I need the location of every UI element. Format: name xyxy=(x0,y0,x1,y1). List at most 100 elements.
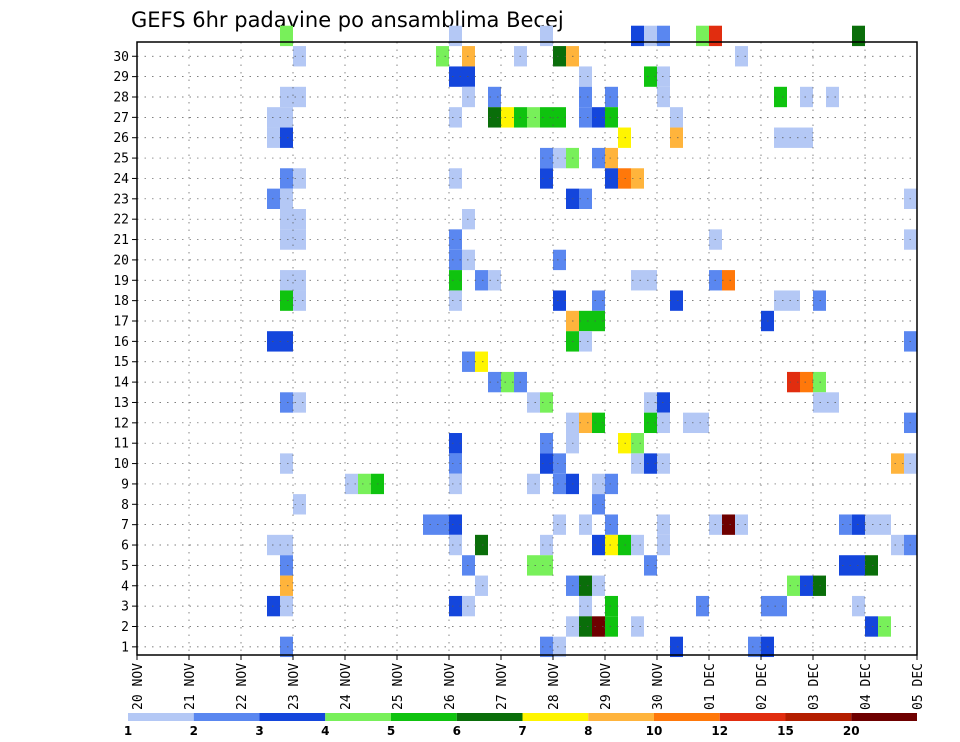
heatmap-cell xyxy=(475,351,488,372)
colorbar-segment xyxy=(456,713,523,721)
heatmap-cell xyxy=(670,107,683,128)
y-axis-ticks: 1234567891011121314151617181920212223242… xyxy=(113,50,137,655)
heatmap-cell xyxy=(540,534,553,556)
heatmap-cell xyxy=(449,25,462,47)
y-tick-label: 9 xyxy=(121,477,129,492)
heatmap-cell xyxy=(488,107,501,128)
heatmap-cell xyxy=(683,412,696,434)
heatmap-cell xyxy=(839,555,852,576)
heatmap-cell xyxy=(592,616,605,637)
heatmap-cell xyxy=(280,453,293,474)
y-tick-label: 17 xyxy=(113,315,129,330)
heatmap-cell xyxy=(605,514,618,535)
heatmap-cell xyxy=(553,453,566,474)
heatmap-cell xyxy=(280,534,293,556)
x-tick-label: 28 NOV xyxy=(547,663,562,710)
y-tick-label: 22 xyxy=(113,213,129,228)
heatmap-cell xyxy=(592,473,605,495)
heatmap-cell xyxy=(657,25,670,47)
heatmap-cell xyxy=(696,25,709,47)
heatmap-cell xyxy=(449,107,462,128)
y-tick-label: 13 xyxy=(113,396,129,411)
heatmap-cell xyxy=(449,270,462,291)
heatmap-cell xyxy=(280,595,293,617)
heatmap-cell xyxy=(800,127,813,148)
y-tick-label: 8 xyxy=(121,498,129,513)
heatmap-cell xyxy=(345,473,358,495)
heatmap-cell xyxy=(280,555,293,576)
heatmap-cell xyxy=(553,514,566,535)
heatmap-cell xyxy=(540,433,553,454)
heatmap-cell xyxy=(540,147,553,169)
heatmap-cell xyxy=(579,107,592,128)
y-tick-label: 27 xyxy=(113,111,129,126)
y-tick-label: 26 xyxy=(113,131,129,146)
colorbar-segment xyxy=(588,713,654,721)
heatmap-cell xyxy=(280,331,293,352)
colorbar-segment xyxy=(851,713,917,721)
heatmap-cell xyxy=(592,290,605,311)
colorbar-segment xyxy=(193,713,260,721)
heatmap-cell xyxy=(540,636,553,658)
heatmap-cell xyxy=(280,188,293,209)
heatmap-cell xyxy=(540,168,553,189)
y-tick-label: 4 xyxy=(121,579,129,594)
heatmap-cell xyxy=(800,86,813,108)
x-tick-label: 03 DEC xyxy=(807,663,822,710)
heatmap-cell xyxy=(579,188,592,209)
heatmap-cell xyxy=(475,270,488,291)
heatmap-cell xyxy=(631,433,644,454)
heatmap-cell xyxy=(592,147,605,169)
heatmap-cell xyxy=(709,25,722,47)
heatmap-cell xyxy=(787,371,800,393)
heatmap-cell xyxy=(592,575,605,596)
heatmap-cell xyxy=(553,636,566,658)
colorbar-label: 1 xyxy=(124,724,132,738)
colorbar-label: 6 xyxy=(453,724,461,738)
heatmap-cell xyxy=(748,636,761,658)
heatmap-cell xyxy=(579,595,592,617)
heatmap-cell xyxy=(592,412,605,434)
heatmap-cell xyxy=(449,433,462,454)
heatmap-cell xyxy=(449,290,462,311)
x-tick-label: 26 NOV xyxy=(443,663,458,710)
heatmap-cell xyxy=(449,595,462,617)
chart-title: GEFS 6hr padavine po ansamblima Becej xyxy=(131,8,564,32)
heatmap-cell xyxy=(293,392,306,413)
colorbar-label: 8 xyxy=(584,724,592,738)
heatmap-cell xyxy=(865,514,878,535)
heatmap-cell xyxy=(293,229,306,250)
heatmap-cell xyxy=(449,534,462,556)
heatmap-cell xyxy=(527,555,540,576)
heatmap-cell xyxy=(722,514,735,535)
y-tick-label: 7 xyxy=(121,518,129,533)
heatmap-cell xyxy=(293,86,306,108)
y-tick-label: 11 xyxy=(113,437,129,452)
heatmap-cell xyxy=(293,494,306,515)
heatmap-cell xyxy=(293,270,306,291)
y-tick-label: 24 xyxy=(113,172,129,187)
heatmap-cell xyxy=(826,392,839,413)
heatmap-cell xyxy=(605,595,618,617)
heatmap-cell xyxy=(722,270,735,291)
heatmap-cell xyxy=(605,473,618,495)
heatmap-cell xyxy=(579,412,592,434)
x-tick-label: 25 NOV xyxy=(391,663,406,710)
heatmap-cell xyxy=(449,168,462,189)
heatmap-cell xyxy=(501,371,514,393)
y-tick-label: 23 xyxy=(113,192,129,207)
heatmap-cell xyxy=(800,371,813,393)
y-tick-label: 5 xyxy=(121,559,129,574)
heatmap-cell xyxy=(631,616,644,637)
colorbar-segment xyxy=(325,713,391,721)
heatmap-cell xyxy=(540,107,553,128)
heatmap-cell xyxy=(631,168,644,189)
x-tick-label: 29 NOV xyxy=(599,663,614,710)
y-tick-label: 6 xyxy=(121,539,129,554)
y-tick-label: 29 xyxy=(113,70,129,85)
heatmap-cell xyxy=(644,270,657,291)
heatmap-cell xyxy=(449,229,462,250)
x-tick-label: 21 NOV xyxy=(183,663,198,710)
heatmap-cell xyxy=(631,534,644,556)
